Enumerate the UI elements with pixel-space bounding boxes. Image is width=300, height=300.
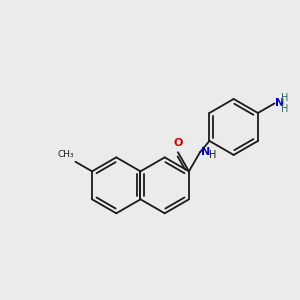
Text: H: H [280, 92, 288, 103]
Text: H: H [209, 150, 216, 160]
Text: CH₃: CH₃ [57, 150, 74, 159]
Text: H: H [280, 104, 288, 114]
Text: N: N [275, 98, 285, 108]
Text: O: O [173, 138, 183, 148]
Text: N: N [201, 147, 210, 157]
